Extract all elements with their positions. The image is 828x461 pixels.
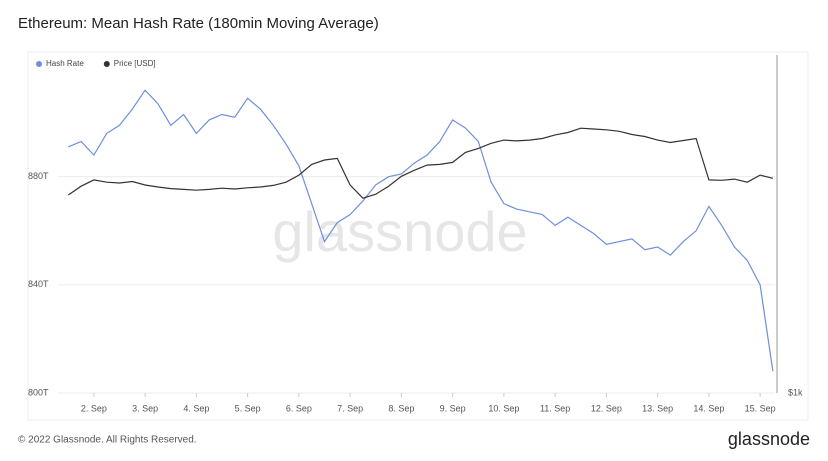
x-tick-label: 15. Sep: [745, 403, 776, 413]
legend-swatch: [103, 61, 110, 67]
x-tick-label: 10. Sep: [488, 403, 519, 413]
chart-frame: [27, 51, 809, 421]
y-tick-label: 840T: [28, 279, 49, 289]
watermark: glassnode: [272, 200, 527, 263]
x-tick-label: 2. Sep: [81, 403, 107, 413]
x-tick-label: 4. Sep: [183, 403, 209, 413]
x-tick-label: 11. Sep: [540, 403, 570, 413]
legend-swatch: [36, 61, 42, 67]
chart-title: Ethereum: Mean Hash Rate (180min Moving …: [18, 15, 379, 32]
series-line: [68, 89, 774, 372]
y-tick-label: 880T: [28, 171, 49, 181]
x-tick-label: 7. Sep: [337, 403, 363, 413]
x-tick-label: 14. Sep: [693, 403, 724, 413]
y2-tick-label: $1k: [788, 387, 803, 397]
logo: glassnode: [728, 429, 810, 449]
x-tick-label: 12. Sep: [591, 403, 622, 413]
plot: 800T 840T 880T $1k 2. Sep 3. Sep 4. Sep 5. Sep 6…: [28, 55, 803, 413]
x-tick-label: 8. Sep: [388, 403, 414, 413]
x-tick-label: 3. Sep: [132, 403, 158, 413]
x-tick-label: 9. Sep: [440, 403, 466, 413]
x-tick-label: 13. Sep: [642, 403, 673, 413]
y-tick-label: 800T: [28, 387, 49, 397]
x-tick-label: 5. Sep: [235, 403, 261, 413]
x-tick-label: 6. Sep: [286, 403, 312, 413]
legend-label: Hash Rate: [46, 59, 84, 68]
footer: © 2022 Glassnode. All Rights Reserved.: [18, 435, 197, 446]
series-line: [67, 127, 774, 199]
legend-label: Price [USD]: [114, 59, 156, 68]
